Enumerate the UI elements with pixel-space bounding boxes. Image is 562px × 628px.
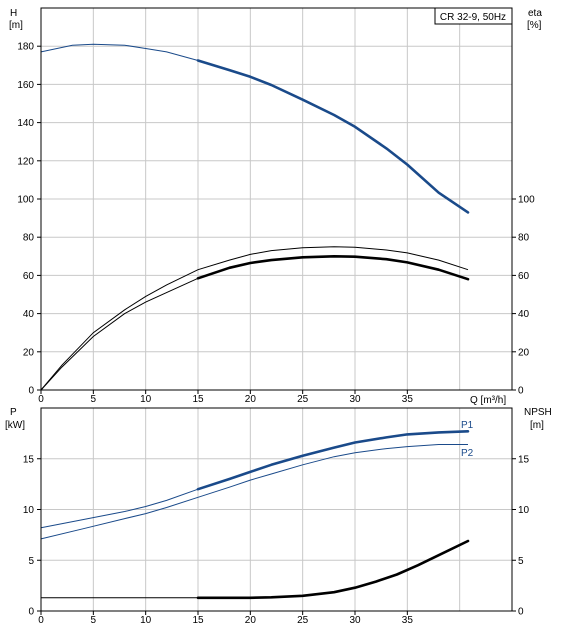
left-tick-label: 180: [17, 42, 34, 53]
left-axis-unit-bottom: [kW]: [5, 420, 25, 431]
x-tick-label: 35: [402, 394, 414, 405]
series-line-eta-upper: [40, 246, 469, 391]
right-axis-unit-top: [%]: [527, 20, 542, 31]
chart-title: CR 32-9, 50Hz: [440, 12, 506, 23]
left-tick-label: 80: [23, 233, 35, 244]
right-tick-label: 5: [518, 556, 524, 567]
x-axis-label: Q [m³/h]: [470, 395, 506, 406]
series-line-emphasis-npsh: [196, 539, 470, 600]
left-axis-label-top: H: [10, 8, 17, 19]
left-tick-label: 60: [23, 271, 35, 282]
left-tick-label: 140: [17, 118, 34, 129]
right-tick-label: 15: [518, 454, 530, 465]
x-tick-label: 0: [38, 615, 44, 626]
left-axis-unit-top: [m]: [9, 20, 23, 31]
x-tick-label: 35: [402, 615, 414, 626]
top-panel-ticks: 0 20 40 60 80 100 120 140 160 180 0 20 40 60 80 100 0 5 10…: [17, 42, 535, 405]
x-tick-label: 25: [297, 394, 309, 405]
right-tick-label: 20: [518, 347, 530, 358]
x-tick-label: 15: [192, 615, 204, 626]
left-tick-label: 100: [17, 195, 34, 206]
x-tick-label: 30: [349, 394, 361, 405]
x-tick-label: 10: [140, 394, 152, 405]
x-tick-label: 0: [38, 394, 44, 405]
head-efficiency-panel: 0 20 40 60 80 100 120 140 160 180 0 20 40 60 80 100 0 5 10…: [9, 7, 542, 406]
left-axis-label-bottom: P: [10, 407, 17, 418]
right-tick-label: 0: [518, 386, 524, 397]
left-tick-label: 15: [23, 454, 35, 465]
right-tick-label: 10: [518, 505, 530, 516]
top-panel-grid: [41, 7, 512, 390]
right-tick-label: 80: [518, 233, 530, 244]
chart-title-box: [434, 7, 513, 25]
left-tick-label: 10: [23, 505, 35, 516]
bottom-panel-series: [40, 430, 470, 600]
x-tick-label: 25: [297, 615, 309, 626]
right-tick-label: 60: [518, 271, 530, 282]
series-line-p2: [40, 444, 468, 540]
left-tick-label: 0: [28, 607, 34, 618]
x-tick-label: 5: [91, 394, 97, 405]
right-axis-unit-bottom: [m]: [530, 420, 544, 431]
bottom-panel-ticks: 0 5 10 15 0 5 10 15 0 5 10 15 20 25 30 35: [23, 454, 530, 626]
p2-series-label: P2: [461, 448, 474, 459]
left-tick-label: 160: [17, 80, 34, 91]
series-line-emphasis-p1: [196, 430, 470, 491]
x-tick-label: 20: [245, 394, 257, 405]
right-tick-label: 0: [518, 607, 524, 618]
right-axis-label-top: eta: [528, 8, 542, 19]
x-tick-label: 10: [140, 615, 152, 626]
right-tick-label: 100: [518, 195, 535, 206]
power-npsh-panel: 0 5 10 15 0 5 10 15 0 5 10 15 20 25 30 35 P [kW] NPSH […: [5, 407, 552, 626]
x-tick-label: 5: [91, 615, 97, 626]
right-tick-label: 40: [518, 309, 530, 320]
left-tick-label: 5: [28, 556, 34, 567]
left-tick-label: 20: [23, 347, 35, 358]
series-line-emphasis-eta-lower: [196, 255, 470, 281]
x-tick-label: 30: [349, 615, 361, 626]
left-tick-label: 40: [23, 309, 35, 320]
left-tick-label: 0: [28, 386, 34, 397]
bottom-panel-grid: [41, 407, 512, 611]
right-axis-label-bottom: NPSH: [524, 407, 552, 418]
p1-series-label: P1: [461, 420, 474, 431]
top-panel-series: [40, 43, 470, 391]
left-tick-label: 120: [17, 156, 34, 167]
series-line-emphasis-head: [196, 59, 470, 214]
x-tick-label: 20: [245, 615, 257, 626]
x-tick-label: 15: [192, 394, 204, 405]
